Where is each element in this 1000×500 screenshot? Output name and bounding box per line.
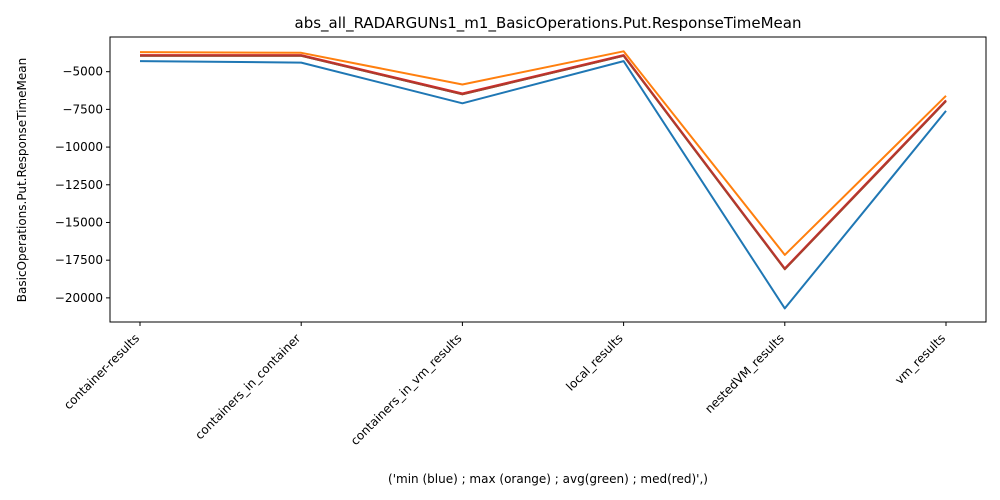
y-axis: −5000 −7500 −10000 −12500 −15000 −17500 −20000	[55, 65, 110, 305]
plot-frame	[109, 36, 987, 323]
x-tick-label: local_results	[563, 331, 625, 393]
x-axis: container-results containers_in_container…	[61, 322, 948, 448]
x-axis-label: ('min (blue) ; max (orange) ; avg(green)…	[388, 472, 708, 486]
plot-area	[139, 50, 947, 310]
y-tick-label: −17500	[55, 253, 103, 267]
series-line-1	[139, 50, 947, 256]
y-tick-label: −10000	[55, 140, 103, 154]
series-line-0	[139, 60, 947, 310]
y-axis-label: BasicOperations.Put.ResponseTimeMean	[15, 58, 29, 302]
series-line-2	[140, 54, 947, 271]
x-tick-label: container-results	[61, 331, 142, 412]
x-tick-label: containers_in_container	[192, 331, 303, 442]
x-tick-label: nestedVM_results	[702, 331, 787, 416]
y-tick-label: −12500	[55, 178, 103, 192]
x-tick-label: vm_results	[892, 331, 948, 387]
y-tick-label: −15000	[55, 215, 103, 229]
chart-title: abs_all_RADARGUNs1_m1_BasicOperations.Pu…	[295, 14, 802, 33]
series-line-3	[140, 54, 947, 270]
series-line-4	[140, 54, 947, 271]
y-tick-label: −5000	[62, 65, 103, 79]
y-tick-label: −7500	[62, 102, 103, 116]
x-tick-label: containers_in_vm_results	[348, 331, 465, 448]
y-tick-label: −20000	[55, 291, 103, 305]
